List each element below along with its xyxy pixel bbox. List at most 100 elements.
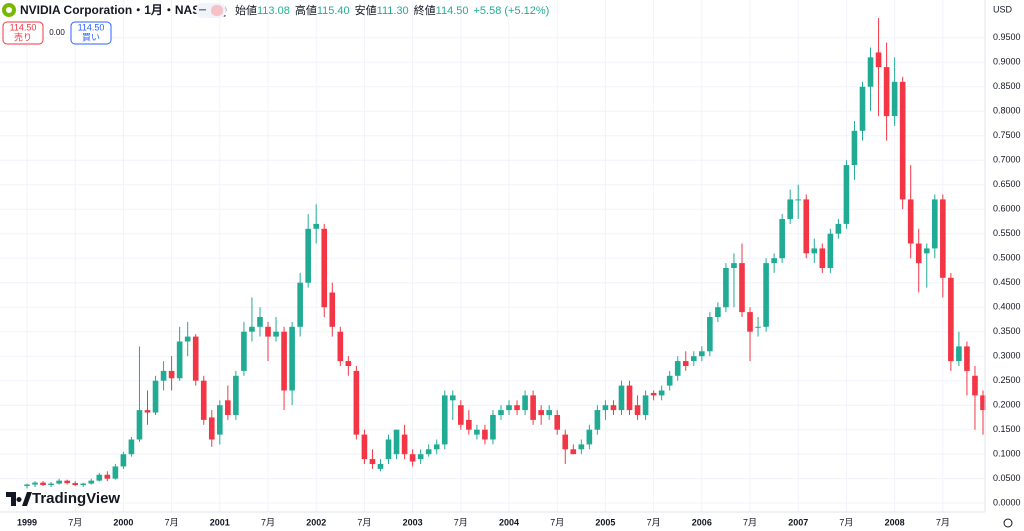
candle-body bbox=[192, 336, 199, 381]
candle-body bbox=[883, 67, 890, 117]
candle-body bbox=[377, 463, 384, 469]
x-tick-label: 7月 bbox=[68, 517, 82, 527]
ohlc-value: 113.08 bbox=[257, 5, 290, 17]
candle-body bbox=[56, 480, 62, 484]
candle-body bbox=[401, 434, 408, 455]
candle-body bbox=[305, 228, 311, 283]
candle-body bbox=[64, 480, 70, 484]
ohlc-label: 高値 bbox=[295, 3, 317, 17]
change: +5.58 (+5.12%) bbox=[474, 5, 550, 17]
x-tick-label: 2005 bbox=[595, 517, 615, 527]
candle-body bbox=[931, 199, 938, 249]
candle-body bbox=[948, 277, 954, 362]
y-tick-label: 0.3000 bbox=[993, 351, 1021, 361]
candle-body bbox=[827, 233, 834, 269]
candle-body bbox=[441, 395, 448, 445]
candle-body bbox=[136, 410, 143, 440]
candle-body bbox=[498, 410, 504, 415]
candle-body bbox=[618, 385, 625, 411]
candle-body bbox=[578, 444, 585, 450]
x-tick-label: 2008 bbox=[885, 517, 905, 527]
ohlc-label: 安値 bbox=[355, 3, 377, 17]
y-tick-label: 0.4500 bbox=[993, 277, 1021, 287]
candle-body bbox=[690, 356, 697, 362]
candle-body bbox=[522, 395, 528, 411]
candle-body bbox=[168, 370, 175, 379]
candle-body bbox=[449, 395, 456, 401]
candle-body bbox=[482, 429, 488, 440]
candle-body bbox=[682, 361, 689, 366]
candle-body bbox=[369, 459, 376, 464]
candle-body bbox=[940, 199, 946, 278]
x-tick-label: 1999 bbox=[17, 517, 37, 527]
candle-body bbox=[184, 336, 191, 342]
x-tick-label: 7月 bbox=[839, 517, 853, 527]
x-tick-label: 7月 bbox=[936, 517, 950, 527]
y-tick-label: 0.1500 bbox=[993, 424, 1021, 434]
candle-body bbox=[425, 449, 432, 455]
y-tick-label: 0.3500 bbox=[993, 326, 1021, 336]
candle-body bbox=[337, 331, 344, 362]
candle-body bbox=[899, 81, 906, 200]
candle-body bbox=[699, 351, 705, 357]
y-tick-label: 0.6000 bbox=[993, 204, 1021, 214]
y-tick-label: 0.2500 bbox=[993, 375, 1021, 385]
candle-body bbox=[843, 165, 850, 224]
y-tick-label: 0.9000 bbox=[993, 57, 1021, 67]
candle-body bbox=[144, 410, 151, 413]
candle-body bbox=[554, 414, 561, 430]
candle-body bbox=[249, 326, 255, 332]
candle-body bbox=[763, 263, 769, 327]
candle-body bbox=[265, 326, 271, 337]
candle-body bbox=[851, 130, 858, 166]
candle-body bbox=[474, 429, 480, 435]
settings-icon[interactable] bbox=[1003, 518, 1013, 528]
y-tick-label: 0.0500 bbox=[993, 473, 1021, 483]
candle-body bbox=[490, 414, 496, 440]
symbol-title: NVIDIA Corporation・1月・NASDAQ bbox=[20, 3, 227, 17]
candle-body bbox=[907, 199, 914, 244]
x-tick-label: 2000 bbox=[113, 517, 133, 527]
candle-body bbox=[980, 395, 986, 411]
candle-body bbox=[586, 429, 593, 445]
candle-body bbox=[642, 395, 649, 415]
y-tick-label: 0.8500 bbox=[993, 81, 1021, 91]
candle-body bbox=[594, 410, 601, 430]
sell-button[interactable] bbox=[2, 21, 44, 45]
candle-body bbox=[658, 390, 665, 396]
currency: USD bbox=[993, 4, 1013, 14]
candle-body bbox=[835, 223, 842, 234]
candle-body bbox=[610, 405, 617, 411]
candle-body bbox=[104, 474, 111, 479]
candle-body bbox=[731, 263, 737, 269]
candles bbox=[24, 18, 986, 489]
candle-body bbox=[546, 410, 552, 415]
y-tick-label: 0.1000 bbox=[993, 449, 1021, 459]
candle-body bbox=[458, 405, 464, 425]
ohlc-label: 終値 bbox=[414, 3, 436, 17]
candle-body bbox=[650, 392, 657, 396]
ohlc-value: 111.30 bbox=[377, 5, 409, 17]
candle-body bbox=[225, 400, 231, 415]
candle-body bbox=[570, 449, 577, 455]
y-tick-label: 0.6500 bbox=[993, 179, 1021, 189]
buy-price: 114.50 bbox=[78, 22, 105, 32]
x-tick-label: 7月 bbox=[647, 517, 661, 527]
candle-body bbox=[160, 370, 167, 381]
y-tick-label: 0.5000 bbox=[993, 253, 1021, 263]
candle-body bbox=[233, 375, 239, 415]
candle-body bbox=[176, 341, 183, 379]
candle-body bbox=[329, 292, 336, 327]
x-tick-label: 7月 bbox=[261, 517, 275, 527]
x-tick-label: 2002 bbox=[306, 517, 326, 527]
buy-button[interactable] bbox=[70, 21, 112, 45]
x-tick-label: 7月 bbox=[357, 517, 371, 527]
candle-body bbox=[409, 454, 416, 462]
candle-body bbox=[923, 248, 930, 254]
ohlc-label: 始値 bbox=[235, 3, 257, 17]
candle-body bbox=[707, 316, 713, 352]
brand-logo bbox=[6, 492, 32, 506]
candle-body bbox=[538, 410, 544, 415]
buy-label: 買い bbox=[82, 32, 100, 42]
